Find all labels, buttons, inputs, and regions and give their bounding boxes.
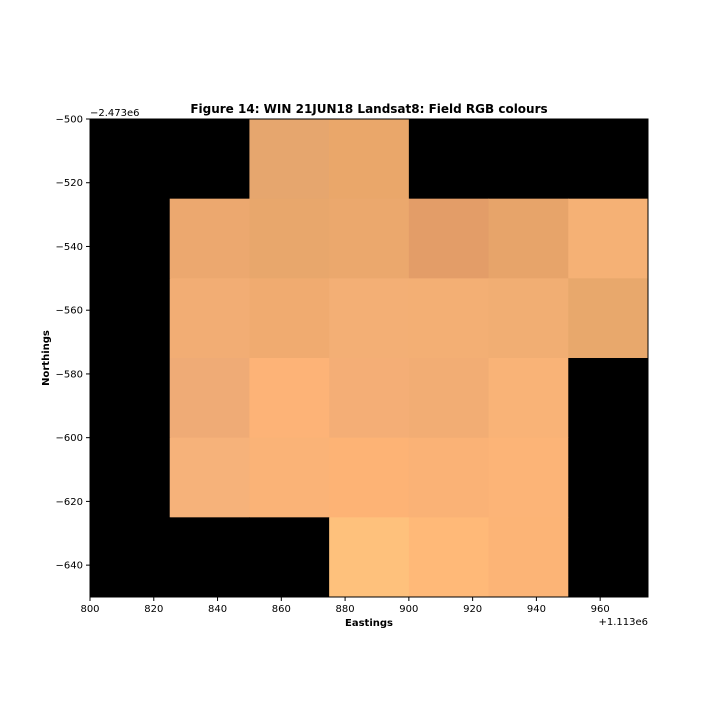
heatmap-cell bbox=[568, 437, 649, 518]
heatmap-cell bbox=[249, 119, 330, 200]
heatmap-cell bbox=[329, 437, 410, 518]
heatmap-cell bbox=[488, 358, 569, 439]
heatmap-cell bbox=[329, 198, 410, 279]
heatmap-cell bbox=[408, 517, 490, 598]
x-tick-label: 860 bbox=[272, 604, 291, 615]
heatmap-cell bbox=[568, 358, 649, 439]
chart-title: Figure 14: WIN 21JUN18 Landsat8: Field R… bbox=[190, 102, 547, 116]
x-axis-title: Eastings bbox=[345, 618, 393, 629]
heatmap-cell bbox=[568, 278, 649, 359]
heatmap-cell bbox=[408, 358, 490, 439]
y-tick-label: −600 bbox=[56, 433, 83, 444]
x-offset-label: +1.113e6 bbox=[598, 617, 648, 628]
heatmap-cell bbox=[90, 278, 171, 359]
x-tick-label: 940 bbox=[527, 604, 546, 615]
y-tick-label: −620 bbox=[56, 497, 83, 508]
heatmap-cell bbox=[90, 437, 171, 518]
x-tick-label: 840 bbox=[208, 604, 227, 615]
x-tick-label: 960 bbox=[591, 604, 610, 615]
heatmap-cell bbox=[488, 437, 569, 518]
heatmap-cell bbox=[568, 198, 649, 279]
heatmap-cell bbox=[249, 198, 330, 279]
heatmap-cell bbox=[488, 517, 569, 598]
heatmap-cell bbox=[488, 119, 569, 200]
axis-ticks: 800 820 840 860 880 900 920 940 960 −500 −520 −540 −… bbox=[56, 115, 610, 616]
y-tick-label: −520 bbox=[56, 178, 83, 189]
heatmap-cell bbox=[169, 278, 250, 359]
y-tick-label: −560 bbox=[56, 306, 83, 317]
y-axis-title: Northings bbox=[41, 330, 52, 386]
heatmap-cell bbox=[408, 278, 490, 359]
heatmap-cell bbox=[329, 278, 410, 359]
y-offset-label: −2.473e6 bbox=[90, 108, 140, 119]
heatmap-cell bbox=[169, 119, 250, 200]
heatmap-cell bbox=[249, 278, 330, 359]
heatmap-cell bbox=[169, 358, 250, 439]
heatmap-cell bbox=[249, 437, 330, 518]
heatmap-cell bbox=[90, 119, 171, 200]
heatmap-cell bbox=[408, 119, 490, 200]
heatmap-cell bbox=[90, 198, 171, 279]
heatmap-cell bbox=[568, 119, 649, 200]
heatmap-cell bbox=[568, 517, 649, 598]
heatmap-cell bbox=[408, 437, 490, 518]
x-tick-label: 880 bbox=[336, 604, 355, 615]
heatmap-cell bbox=[249, 358, 330, 439]
x-tick-label: 800 bbox=[80, 604, 99, 615]
heatmap-cell bbox=[488, 278, 569, 359]
heatmap-cell bbox=[90, 358, 171, 439]
heatmap-cell bbox=[329, 119, 410, 200]
x-tick-label: 820 bbox=[144, 604, 163, 615]
x-tick-label: 920 bbox=[463, 604, 482, 615]
heatmap-cell bbox=[329, 358, 410, 439]
y-tick-label: −500 bbox=[56, 115, 83, 126]
y-tick-label: −580 bbox=[56, 369, 83, 380]
heatmap-cells bbox=[90, 119, 649, 598]
plot-frame bbox=[89, 118, 649, 598]
heatmap-cell bbox=[329, 517, 410, 598]
heatmap-cell bbox=[90, 517, 171, 598]
y-tick-label: −540 bbox=[56, 242, 83, 253]
x-tick-label: 900 bbox=[399, 604, 418, 615]
heatmap-cell bbox=[169, 198, 250, 279]
heatmap-cell bbox=[169, 517, 250, 598]
heatmap-cell bbox=[249, 517, 330, 598]
heatmap-cell bbox=[169, 437, 250, 518]
y-tick-label: −640 bbox=[56, 561, 83, 572]
heatmap-cell bbox=[488, 198, 569, 279]
heatmap-cell bbox=[408, 198, 490, 279]
